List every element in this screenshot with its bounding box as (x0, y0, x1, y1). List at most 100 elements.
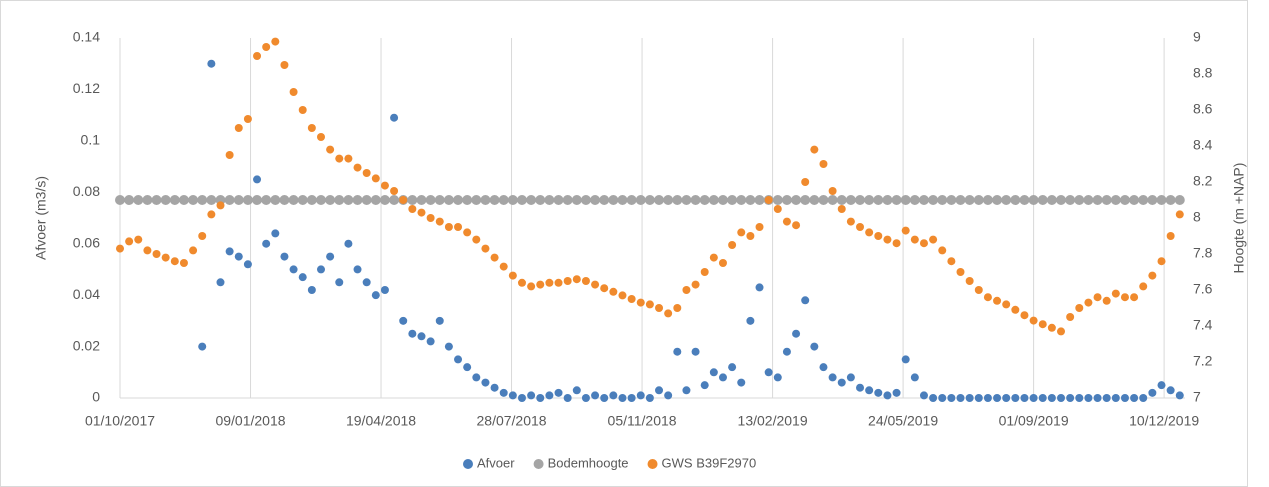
point (626, 195, 637, 205)
point (280, 252, 289, 261)
point (1020, 311, 1029, 320)
point (773, 205, 782, 213)
point (416, 195, 427, 205)
point (224, 195, 235, 205)
point (1165, 195, 1176, 205)
point (380, 286, 389, 294)
point (900, 195, 911, 205)
point (1092, 195, 1103, 205)
point (764, 196, 773, 204)
point (883, 391, 892, 400)
point (1147, 195, 1158, 205)
y-tick-label: 0 (92, 389, 100, 405)
point (1139, 394, 1148, 402)
point (992, 195, 1003, 205)
point (1139, 282, 1148, 291)
point (591, 280, 600, 289)
point (572, 275, 581, 284)
point (389, 195, 400, 205)
point (536, 280, 545, 289)
point (810, 145, 819, 154)
point (709, 368, 718, 377)
point (471, 195, 482, 205)
point (736, 195, 747, 205)
point (809, 195, 820, 205)
point (947, 257, 956, 266)
point (1057, 327, 1066, 336)
point (1120, 293, 1129, 302)
point (261, 195, 272, 205)
point (1156, 195, 1167, 205)
point (325, 195, 336, 205)
point (827, 195, 838, 205)
point (627, 394, 636, 402)
legend-label: Bodemhoogte (548, 455, 629, 470)
point (864, 195, 875, 205)
point (728, 363, 737, 372)
point (334, 195, 345, 205)
point (498, 195, 509, 205)
point (454, 223, 463, 231)
point (499, 262, 508, 271)
y2-tick-label: 7.2 (1193, 353, 1213, 369)
point (1002, 300, 1011, 309)
point (965, 277, 974, 285)
point (883, 235, 892, 244)
point (782, 217, 791, 226)
point (262, 43, 271, 51)
point (361, 195, 372, 205)
y2-tick-label: 8.6 (1193, 101, 1213, 117)
point (956, 394, 965, 402)
point (1130, 394, 1139, 402)
point (425, 195, 436, 205)
point (800, 195, 811, 205)
point (819, 363, 828, 372)
point (937, 195, 948, 205)
point (956, 268, 965, 276)
point (983, 293, 992, 302)
point (271, 229, 280, 238)
legend-label: GWS B39F2970 (662, 455, 757, 470)
point (1001, 195, 1012, 205)
point (855, 195, 866, 205)
y-tick-label: 0.1 (81, 132, 101, 148)
point (371, 291, 380, 300)
y2-tick-label: 7 (1193, 389, 1201, 405)
point (681, 195, 692, 205)
point (571, 195, 582, 205)
point (1157, 257, 1166, 266)
point (170, 257, 179, 266)
point (947, 394, 956, 402)
point (207, 210, 216, 219)
point (1066, 394, 1075, 402)
point (1002, 394, 1011, 402)
point (178, 195, 189, 205)
point (901, 226, 910, 235)
point (545, 391, 554, 400)
point (664, 391, 673, 400)
point (865, 228, 874, 237)
point (901, 355, 910, 364)
point (1029, 316, 1038, 325)
point (306, 195, 317, 205)
point (1056, 195, 1067, 205)
point (481, 378, 490, 387)
point (271, 37, 280, 46)
point (316, 133, 325, 141)
point (873, 195, 884, 205)
point (1046, 195, 1057, 205)
point (819, 160, 828, 168)
point (964, 195, 975, 205)
point (1011, 305, 1020, 314)
point (435, 316, 444, 325)
point (225, 151, 234, 159)
point (764, 368, 773, 377)
point (791, 195, 802, 205)
point (426, 214, 435, 222)
point (1111, 394, 1120, 402)
point (417, 332, 426, 341)
point (700, 381, 709, 390)
legend-marker (533, 459, 544, 469)
point (160, 195, 171, 205)
point (581, 394, 590, 402)
